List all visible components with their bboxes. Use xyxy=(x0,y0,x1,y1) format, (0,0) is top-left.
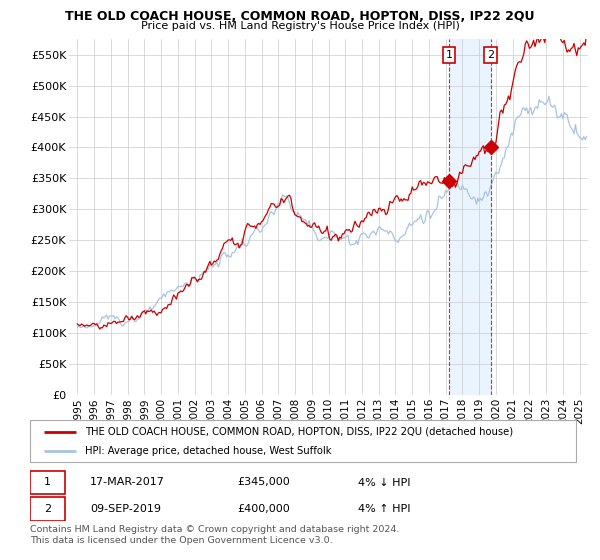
FancyBboxPatch shape xyxy=(30,420,576,462)
Text: 1: 1 xyxy=(446,50,453,60)
Text: 2: 2 xyxy=(44,504,51,514)
Text: 4% ↑ HPI: 4% ↑ HPI xyxy=(358,504,410,514)
Bar xyxy=(449,39,491,395)
Text: THE OLD COACH HOUSE, COMMON ROAD, HOPTON, DISS, IP22 2QU: THE OLD COACH HOUSE, COMMON ROAD, HOPTON… xyxy=(65,10,535,22)
Text: £400,000: £400,000 xyxy=(238,504,290,514)
Text: £345,000: £345,000 xyxy=(238,478,290,488)
Text: 17-MAR-2017: 17-MAR-2017 xyxy=(90,478,165,488)
Text: HPI: Average price, detached house, West Suffolk: HPI: Average price, detached house, West… xyxy=(85,446,331,456)
Text: 4% ↓ HPI: 4% ↓ HPI xyxy=(358,478,410,488)
Text: Price paid vs. HM Land Registry's House Price Index (HPI): Price paid vs. HM Land Registry's House … xyxy=(140,21,460,31)
Text: Contains HM Land Registry data © Crown copyright and database right 2024.
This d: Contains HM Land Registry data © Crown c… xyxy=(30,525,400,545)
Text: 1: 1 xyxy=(44,478,51,488)
FancyBboxPatch shape xyxy=(30,497,65,521)
Text: THE OLD COACH HOUSE, COMMON ROAD, HOPTON, DISS, IP22 2QU (detached house): THE OLD COACH HOUSE, COMMON ROAD, HOPTON… xyxy=(85,427,513,437)
Text: 2: 2 xyxy=(487,50,494,60)
Text: 09-SEP-2019: 09-SEP-2019 xyxy=(90,504,161,514)
FancyBboxPatch shape xyxy=(30,471,65,494)
